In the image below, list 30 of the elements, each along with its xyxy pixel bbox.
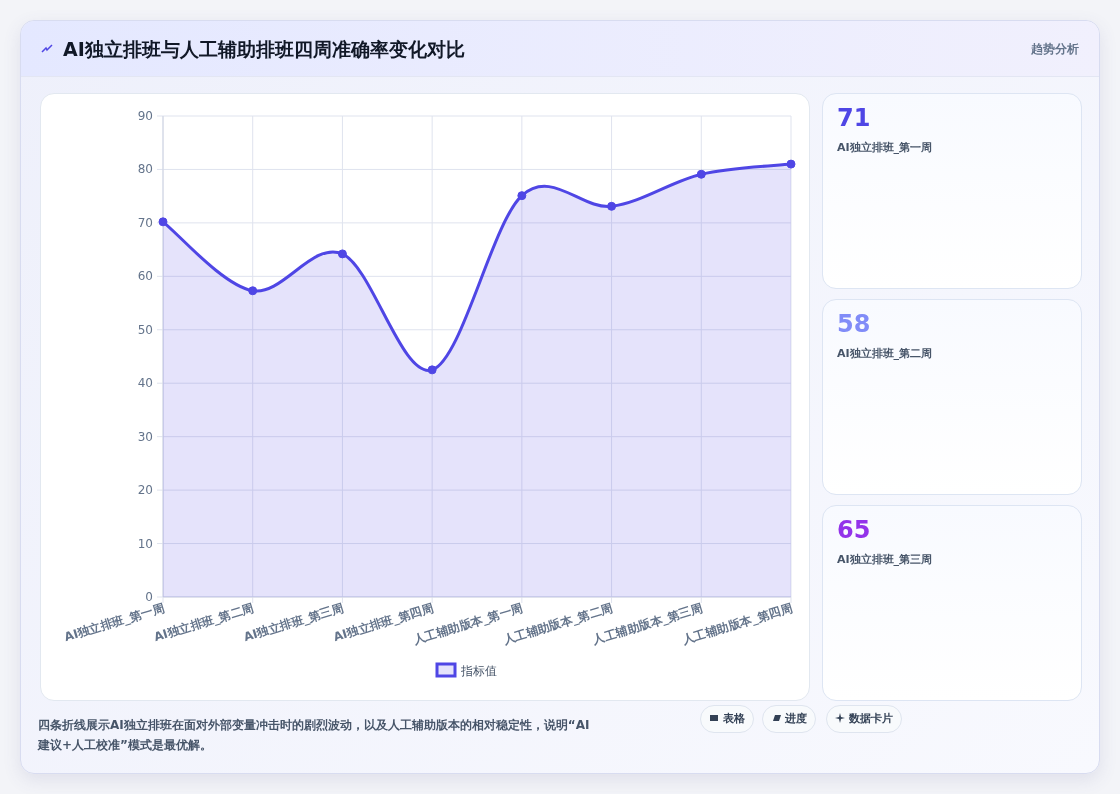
- category-label: AI独立排班_第三周: [837, 552, 933, 567]
- category-label: AI独立排班_第一周: [837, 140, 933, 155]
- y-tick-label: 30: [137, 429, 153, 444]
- text: 进度: [785, 712, 807, 725]
- point: [517, 191, 527, 201]
- y-tick-label: 70: [137, 215, 153, 230]
- point: [427, 365, 437, 375]
- text: 趋势分析: [1031, 41, 1079, 58]
- y-tick-label: 90: [137, 109, 153, 123]
- text: 数据卡片: [849, 712, 893, 725]
- y-tick-label: 60: [137, 269, 153, 284]
- point: [607, 201, 617, 211]
- legend-label: 指标值: [460, 664, 497, 678]
- category-label: AI独立排班_第二周: [837, 346, 933, 361]
- data-label: 71: [837, 104, 871, 132]
- point: [337, 249, 347, 259]
- text: 四条折线展示AI独立排班在面对外部变量冲击时的剧烈波动，以及人工辅助版本的相对稳定性，说明“AI建议+人工校准”模式是最优解。: [38, 717, 591, 754]
- point: [696, 169, 706, 179]
- chart-title: AI独立排班与人工辅助排班四周准确率变化对比: [63, 37, 465, 62]
- point: [248, 286, 258, 296]
- text: 表格: [723, 712, 745, 725]
- y-tick-label: 40: [137, 376, 153, 391]
- y-tick-label: 10: [137, 536, 153, 551]
- y-tick-label: 0: [145, 590, 153, 604]
- point: [786, 159, 796, 169]
- y-tick-label: 20: [137, 483, 153, 498]
- data-label: 65: [837, 516, 871, 544]
- y-tick-label: 50: [137, 322, 153, 337]
- y-tick-label: 80: [137, 162, 153, 177]
- data-label: 58: [837, 310, 871, 338]
